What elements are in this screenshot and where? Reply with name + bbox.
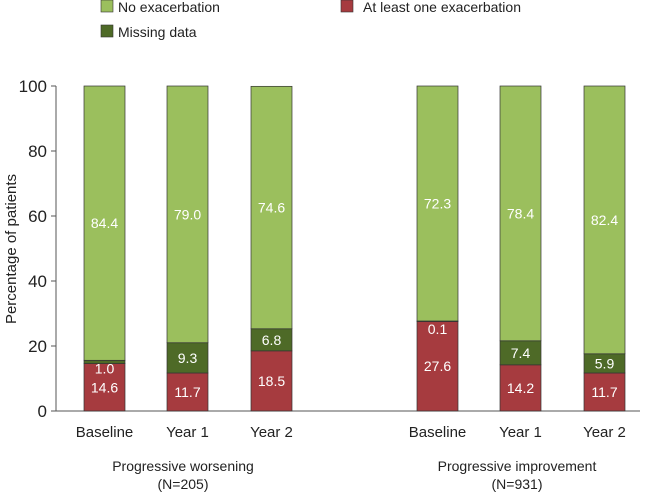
y-tick-label: 100 bbox=[19, 77, 47, 96]
x-tick-label: Year 2 bbox=[583, 424, 626, 441]
bar-segment-no-exacerbation bbox=[583, 85, 626, 355]
data-label-no-exacerbation: 74.6 bbox=[258, 200, 285, 216]
y-axis-title: Percentage of patients bbox=[3, 174, 20, 324]
data-label-at-least-one-exacerbation: 11.7 bbox=[591, 384, 617, 400]
data-label-at-least-one-exacerbation: 14.6 bbox=[91, 379, 118, 395]
data-label-missing-data: 7.4 bbox=[511, 345, 531, 361]
legend-swatch-at-least-one-exacerbation bbox=[340, 0, 354, 13]
group-n: (N=205) bbox=[158, 476, 209, 492]
data-label-missing-data: 0.1 bbox=[428, 321, 448, 337]
bar-segment-no-exacerbation bbox=[83, 85, 126, 361]
data-label-at-least-one-exacerbation: 18.5 bbox=[258, 373, 285, 389]
data-label-no-exacerbation: 84.4 bbox=[91, 215, 118, 231]
y-tick-label: 0 bbox=[38, 402, 47, 421]
group-title: Progressive worsening bbox=[112, 458, 254, 474]
data-label-missing-data: 1.0 bbox=[95, 360, 115, 376]
data-label-no-exacerbation: 79.0 bbox=[174, 206, 201, 222]
data-label-no-exacerbation: 82.4 bbox=[591, 212, 618, 228]
legend-label-no-exacerbation: No exacerbation bbox=[118, 0, 220, 15]
data-label-at-least-one-exacerbation: 14.2 bbox=[507, 380, 534, 396]
axes: 0 20 40 60 80 100 Percentage of patients bbox=[3, 77, 640, 421]
group-n: (N=931) bbox=[492, 476, 543, 492]
legend-swatch-no-exacerbation bbox=[100, 0, 114, 13]
bar-segment-at-least-one-exacerbation bbox=[250, 350, 293, 412]
x-tick-label: Baseline bbox=[76, 424, 134, 441]
legend: No exacerbation At least one exacerbation… bbox=[100, 0, 521, 40]
bar-segment-no-exacerbation bbox=[416, 85, 459, 322]
bar-segment-no-exacerbation bbox=[499, 85, 542, 342]
x-tick-label: Year 1 bbox=[166, 424, 209, 441]
legend-label-at-least-one-exacerbation: At least one exacerbation bbox=[363, 0, 521, 15]
data-label-at-least-one-exacerbation: 27.6 bbox=[424, 358, 451, 374]
y-tick-label: 40 bbox=[28, 272, 47, 291]
data-label-at-least-one-exacerbation: 11.7 bbox=[174, 384, 200, 400]
legend-label-missing-data: Missing data bbox=[118, 24, 197, 40]
legend-swatch-missing-data bbox=[100, 24, 114, 38]
bar-segment-no-exacerbation bbox=[166, 85, 209, 344]
bar-segment-at-least-one-exacerbation bbox=[166, 372, 209, 412]
bar-segment-missing-data bbox=[166, 342, 209, 374]
data-label-no-exacerbation: 72.3 bbox=[424, 195, 451, 211]
data-label-missing-data: 5.9 bbox=[595, 355, 615, 371]
x-tick-label: Year 1 bbox=[499, 424, 542, 441]
bar-segment-at-least-one-exacerbation bbox=[83, 363, 126, 412]
bar-segment-at-least-one-exacerbation bbox=[416, 320, 459, 412]
y-tick-label: 80 bbox=[28, 142, 47, 161]
y-tick-label: 60 bbox=[28, 207, 47, 226]
group-title: Progressive improvement bbox=[438, 458, 597, 474]
y-tick-label: 20 bbox=[28, 337, 47, 356]
data-label-missing-data: 6.8 bbox=[262, 332, 282, 348]
bar-segment-at-least-one-exacerbation bbox=[499, 364, 542, 412]
bar-segment-missing-data bbox=[499, 340, 542, 366]
bars: 14.6 1.0 84.4 11.7 9.3 79.0 18.5 6.8 74.6 27.6 0.1… bbox=[83, 85, 626, 412]
data-label-no-exacerbation: 78.4 bbox=[507, 205, 534, 221]
data-label-missing-data: 9.3 bbox=[178, 350, 198, 366]
bar-segment-at-least-one-exacerbation bbox=[583, 372, 626, 412]
x-tick-label: Year 2 bbox=[250, 424, 293, 441]
x-tick-label: Baseline bbox=[409, 424, 467, 441]
x-axis-labels: Baseline Year 1 Year 2 Progressive worsenin… bbox=[76, 424, 626, 492]
bar-segment-no-exacerbation bbox=[250, 85, 293, 330]
